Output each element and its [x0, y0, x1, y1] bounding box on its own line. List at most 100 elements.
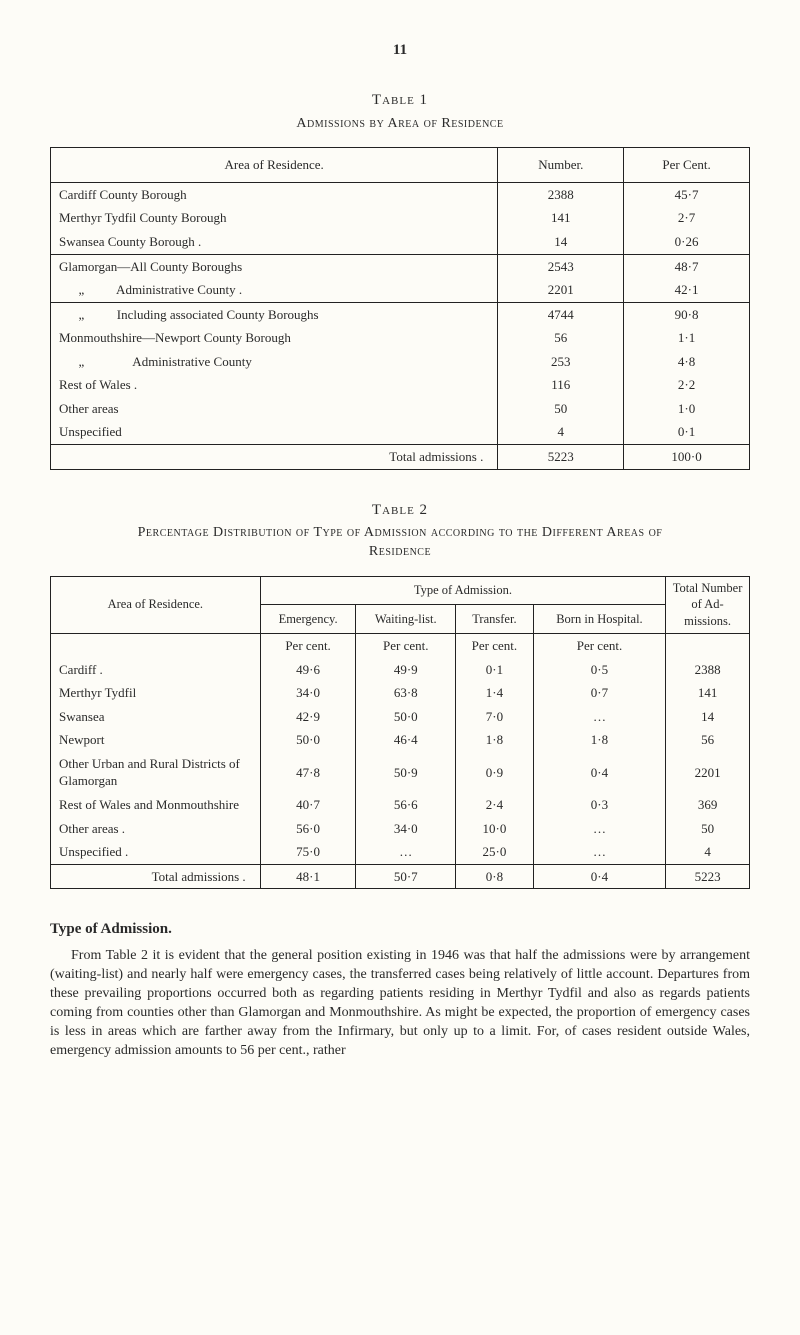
page-number: 11: [50, 40, 750, 60]
cell: 4: [666, 840, 750, 864]
cell: 1·8: [456, 728, 534, 752]
cell: [51, 634, 261, 658]
cell: …: [533, 840, 665, 864]
cell-number: 2543: [498, 254, 624, 278]
cell: 75·0: [260, 840, 356, 864]
cell-label: Cardiff .: [51, 658, 261, 682]
cell: 56·6: [356, 793, 456, 817]
cell-number: 14: [498, 230, 624, 254]
cell: 0·4: [533, 752, 665, 793]
cell-label: Unspecified .: [51, 840, 261, 864]
cell: 0·9: [456, 752, 534, 793]
table-row: Merthyr Tydfil 34·0 63·8 1·4 0·7 141: [51, 681, 750, 705]
table1-col-pct: Per Cent.: [624, 148, 750, 183]
cell: 7·0: [456, 705, 534, 729]
cell-number: 141: [498, 206, 624, 230]
table2-subcol-transfer: Transfer.: [456, 605, 534, 634]
table-row: Other areas 50 1·0: [51, 397, 750, 421]
cell-number: 4: [498, 420, 624, 444]
cell-pct: 90·8: [624, 302, 750, 326]
cell-label: Unspecified: [51, 420, 498, 444]
cell: 50·0: [260, 728, 356, 752]
table-row: Swansea 42·9 50·0 7·0 … 14: [51, 705, 750, 729]
table1-col-number: Number.: [498, 148, 624, 183]
cell-label: Other Urban and Rural Districts of Glamo…: [51, 752, 261, 793]
cell: 50·0: [356, 705, 456, 729]
cell: 2·4: [456, 793, 534, 817]
cell: 0·4: [533, 864, 665, 889]
table-row: Cardiff . 49·6 49·9 0·1 0·5 2388: [51, 658, 750, 682]
cell: 56: [666, 728, 750, 752]
cell-label: „ Administrative County: [51, 350, 498, 374]
table-row: Other Urban and Rural Districts of Glamo…: [51, 752, 750, 793]
cell: 42·9: [260, 705, 356, 729]
cell: 63·8: [356, 681, 456, 705]
section-heading: Type of Admission.: [50, 919, 750, 939]
cell: 46·4: [356, 728, 456, 752]
table-row: Other areas . 56·0 34·0 10·0 … 50: [51, 817, 750, 841]
table-row: Monmouthshire—Newport County Borough 56 …: [51, 326, 750, 350]
cell-pct: 2·2: [624, 373, 750, 397]
cell: 34·0: [260, 681, 356, 705]
cell-label: Swansea: [51, 705, 261, 729]
cell-label: Merthyr Tydfil County Borough: [51, 206, 498, 230]
cell: …: [533, 705, 665, 729]
cell: 49·6: [260, 658, 356, 682]
table-row: „ Administrative County . 2201 42·1: [51, 278, 750, 302]
cell-pct: 2·7: [624, 206, 750, 230]
cell: …: [533, 817, 665, 841]
cell: 1·4: [456, 681, 534, 705]
cell-label: Glamorgan—All County Boroughs: [51, 254, 498, 278]
cell-pct: 42·1: [624, 278, 750, 302]
cell: 141: [666, 681, 750, 705]
cell: 1·8: [533, 728, 665, 752]
cell: 40·7: [260, 793, 356, 817]
cell-pct: 4·8: [624, 350, 750, 374]
cell: 369: [666, 793, 750, 817]
table2-subcol-emergency: Emer­gency.: [260, 605, 356, 634]
table2-col-area: Area of Residence.: [51, 576, 261, 634]
table2-subtitle: Percentage Distribution of Type of Admis…: [120, 524, 680, 562]
cell-total-label: Total admissions .: [51, 864, 261, 889]
cell-number: 116: [498, 373, 624, 397]
cell: 34·0: [356, 817, 456, 841]
cell-label: Other areas .: [51, 817, 261, 841]
cell: 0·1: [456, 658, 534, 682]
table-row: Merthyr Tydfil County Borough 141 2·7: [51, 206, 750, 230]
cell-label: Monmouthshire—Newport County Borough: [51, 326, 498, 350]
table-row: Glamorgan—All County Boroughs 2543 48·7: [51, 254, 750, 278]
table-row: „ Administrative County 253 4·8: [51, 350, 750, 374]
cell-number: 253: [498, 350, 624, 374]
cell-label: Swansea County Borough .: [51, 230, 498, 254]
cell-label: „ Including associated County Boroughs: [51, 302, 498, 326]
cell-label: „ Administrative County .: [51, 278, 498, 302]
table2-unit-row: Per cent. Per cent. Per cent. Per cent.: [51, 634, 750, 658]
cell: Per cent.: [533, 634, 665, 658]
cell: Per cent.: [356, 634, 456, 658]
cell: 0·7: [533, 681, 665, 705]
cell-total-pct: 100·0: [624, 444, 750, 469]
cell: 47·8: [260, 752, 356, 793]
cell: 2388: [666, 658, 750, 682]
table2-total-row: Total admissions . 48·1 50·7 0·8 0·4 522…: [51, 864, 750, 889]
table1-header-row: Area of Residence. Number. Per Cent.: [51, 148, 750, 183]
table-row: Unspecified 4 0·1: [51, 420, 750, 444]
cell: 50·7: [356, 864, 456, 889]
cell: 49·9: [356, 658, 456, 682]
table2-col-total: Total Number of Ad­missions.: [666, 576, 750, 634]
cell: 0·5: [533, 658, 665, 682]
cell-label: Other areas: [51, 397, 498, 421]
cell: Per cent.: [456, 634, 534, 658]
table1: Area of Residence. Number. Per Cent. Car…: [50, 147, 750, 469]
cell: 56·0: [260, 817, 356, 841]
body-paragraph: From Table 2 it is evident that the gene…: [50, 947, 750, 1060]
table-row: Cardiff County Borough 2388 45·7: [51, 182, 750, 206]
cell: [666, 634, 750, 658]
cell-pct: 48·7: [624, 254, 750, 278]
cell-pct: 1·1: [624, 326, 750, 350]
cell: 14: [666, 705, 750, 729]
cell: 0·3: [533, 793, 665, 817]
cell-pct: 45·7: [624, 182, 750, 206]
cell-pct: 1·0: [624, 397, 750, 421]
table-row: „ Including associated County Boroughs 4…: [51, 302, 750, 326]
